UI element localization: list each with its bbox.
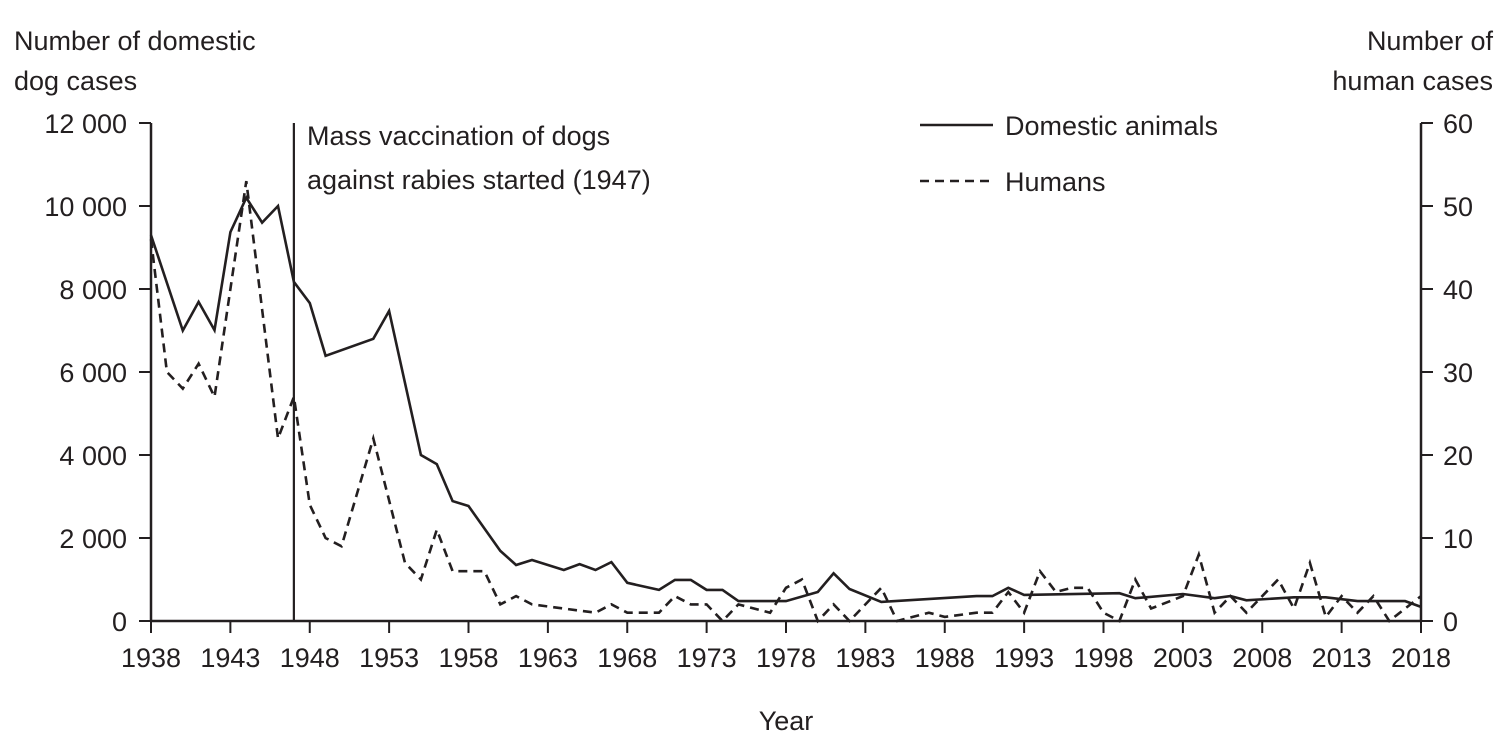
annotation-line-2: against rabies started (1947) — [307, 165, 651, 195]
x-tick-label: 1958 — [438, 643, 498, 673]
vaccination-annotation: Mass vaccination of dogs against rabies … — [292, 121, 651, 621]
legend: Domestic animals Humans — [920, 111, 1218, 197]
axes: 1938 1943 1948 1953 1958 1963 1968 1973 1978 1983… — [44, 109, 1473, 673]
left-axis-title-line-2: dog cases — [14, 66, 137, 96]
x-tick-label: 1963 — [518, 643, 578, 673]
annotation-line-1: Mass vaccination of dogs — [307, 121, 610, 151]
x-tick-label: 1943 — [200, 643, 260, 673]
y-left-tick-label: 10 000 — [44, 192, 127, 222]
x-tick-label: 1978 — [756, 643, 816, 673]
left-axis-title: Number of domestic dog cases — [14, 26, 256, 96]
humans-line — [149, 180, 1422, 624]
domestic-animals-line — [149, 194, 1422, 609]
left-axis-title-line-1: Number of domestic — [14, 26, 256, 56]
y-right-tick-label: 10 — [1443, 524, 1473, 554]
y-left-tick-label: 0 — [112, 607, 127, 637]
x-tick-label: 1993 — [994, 643, 1054, 673]
x-tick-label: 2013 — [1312, 643, 1372, 673]
right-axis-title: Number of human cases — [1332, 26, 1493, 96]
x-axis-title: Year — [759, 706, 814, 736]
y-right-tick-label: 30 — [1443, 358, 1473, 388]
y-left-tick-label: 4 000 — [59, 441, 127, 471]
y-left-tick-label: 8 000 — [59, 275, 127, 305]
y-left-tick-label: 2 000 — [59, 524, 127, 554]
y-right-tick-label: 20 — [1443, 441, 1473, 471]
x-tick-label: 1973 — [677, 643, 737, 673]
right-axis-title-line-1: Number of — [1367, 26, 1494, 56]
y-left-tick-label: 6 000 — [59, 358, 127, 388]
x-tick-label: 1983 — [835, 643, 895, 673]
legend-label-domestic: Domestic animals — [1005, 111, 1218, 141]
y-right-tick-label: 50 — [1443, 192, 1473, 222]
y-right-tick-label: 60 — [1443, 109, 1473, 139]
x-tick-label: 2003 — [1153, 643, 1213, 673]
x-tick-label: 1953 — [359, 643, 419, 673]
y-right-tick-label: 40 — [1443, 275, 1473, 305]
y-right-tick-label: 0 — [1443, 607, 1458, 637]
x-tick-label: 1948 — [280, 643, 340, 673]
right-axis-title-line-2: human cases — [1332, 66, 1493, 96]
x-tick-label: 1998 — [1073, 643, 1133, 673]
series-lines — [149, 180, 1422, 624]
x-tick-label: 2018 — [1391, 643, 1451, 673]
legend-label-humans: Humans — [1005, 167, 1106, 197]
y-left-tick-label: 12 000 — [44, 109, 127, 139]
x-tick-label: 1988 — [915, 643, 975, 673]
x-tick-label: 1968 — [597, 643, 657, 673]
x-tick-label: 1938 — [121, 643, 181, 673]
x-tick-label: 2008 — [1232, 643, 1292, 673]
